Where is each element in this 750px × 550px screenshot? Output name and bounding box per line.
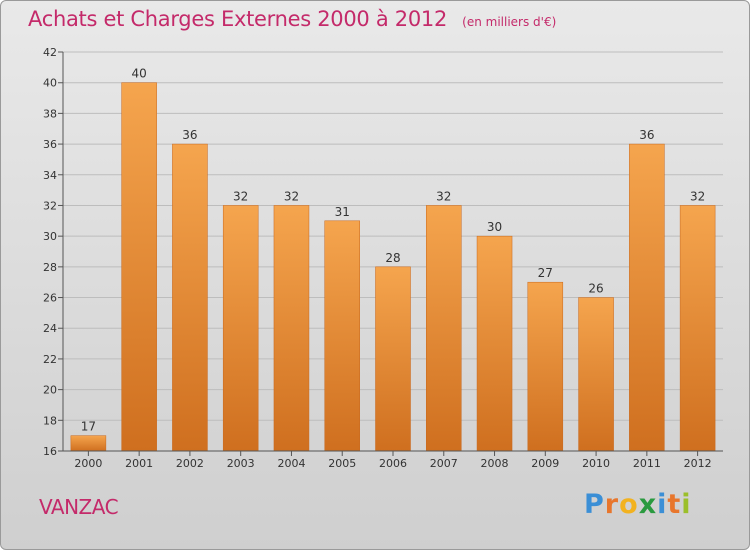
x-tick-label: 2001 [125, 457, 153, 470]
y-tick-label: 22 [43, 353, 57, 366]
data-label: 36 [182, 128, 197, 142]
x-tick-label: 2005 [328, 457, 356, 470]
proxiti-logo[interactable]: Proxiti [584, 489, 692, 520]
bars: 17 40 36 32 32 31 28 32 30 27 26 36 32 [70, 67, 716, 452]
data-label: 28 [385, 251, 400, 265]
x-tick-label: 2002 [176, 457, 204, 470]
data-label: 27 [538, 266, 553, 280]
logo-letter: o [619, 489, 639, 520]
y-tick-label: 40 [43, 77, 57, 90]
bar [679, 205, 716, 452]
bar [527, 281, 564, 452]
bar [222, 205, 259, 452]
data-label: 36 [639, 128, 654, 142]
x-tick-label: 2009 [531, 457, 559, 470]
logo-letter: i [657, 489, 668, 520]
logo-letter: i [681, 489, 692, 520]
x-tick-label: 2011 [633, 457, 661, 470]
logo-letter: r [604, 489, 620, 520]
data-label: 32 [436, 189, 451, 203]
y-tick-label: 16 [43, 445, 57, 458]
axes: 16 18 20 22 24 26 28 30 32 34 36 38 40 42 2000 2001 2002… [43, 46, 723, 470]
y-tick-label: 28 [43, 261, 57, 274]
bar [375, 266, 411, 452]
bar [172, 143, 208, 452]
bar [629, 143, 665, 452]
data-label: 32 [284, 189, 299, 203]
bar [426, 205, 462, 452]
data-label: 31 [335, 205, 350, 219]
bar [476, 235, 513, 452]
y-tick-label: 24 [43, 322, 57, 335]
chart-subtitle: (en milliers d'€) [462, 15, 557, 29]
y-tick-label: 42 [43, 46, 57, 59]
y-tick-label: 26 [43, 292, 57, 305]
data-label: 26 [588, 282, 603, 296]
bar [70, 435, 107, 452]
x-tick-label: 2010 [582, 457, 610, 470]
data-label: 40 [132, 67, 147, 81]
chart-title: Achats et Charges Externes 2000 à 2012 [28, 7, 448, 31]
x-tick-label: 2012 [684, 457, 712, 470]
title-row: Achats et Charges Externes 2000 à 2012 (… [28, 7, 556, 31]
bar [121, 82, 157, 452]
y-tick-label: 38 [43, 107, 57, 120]
logo-letter: t [667, 489, 682, 520]
data-label: 17 [81, 420, 96, 434]
y-tick-label: 18 [43, 414, 57, 427]
data-label: 32 [233, 189, 248, 203]
bar [273, 205, 310, 452]
data-label: 32 [690, 189, 705, 203]
y-tick-label: 20 [43, 384, 57, 397]
logo-letter: P [584, 489, 605, 520]
x-tick-label: 2003 [227, 457, 255, 470]
x-tick-label: 2007 [430, 457, 458, 470]
bar [324, 220, 360, 452]
x-tick-label: 2000 [74, 457, 102, 470]
bar [578, 297, 614, 452]
y-tick-label: 36 [43, 138, 57, 151]
x-tick-label: 2006 [379, 457, 407, 470]
x-tick-label: 2008 [481, 457, 509, 470]
data-label: 30 [487, 220, 502, 234]
y-tick-label: 30 [43, 230, 57, 243]
y-tick-label: 34 [43, 169, 57, 182]
x-tick-label: 2004 [277, 457, 305, 470]
commune-name: VANZAC [39, 495, 119, 519]
logo-letter: x [638, 489, 658, 520]
y-tick-label: 32 [43, 199, 57, 212]
